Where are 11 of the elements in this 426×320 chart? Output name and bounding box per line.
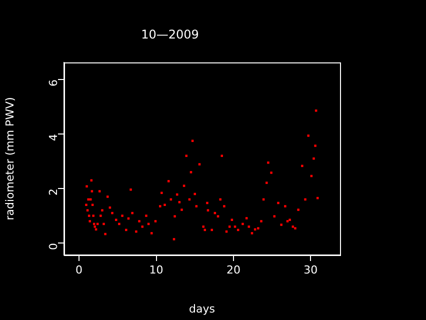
y-tick-label: 4 xyxy=(46,134,60,142)
x-tick-label: 10 xyxy=(149,263,164,276)
x-tick-label: 0 xyxy=(76,263,83,276)
y-tick-label: 0 xyxy=(46,243,60,250)
y-tick-label: 6 xyxy=(46,80,60,87)
y-axis-title: radiometer (mm PWV) xyxy=(3,97,16,220)
x-axis-title: days xyxy=(189,302,216,316)
x-tick-label: 30 xyxy=(304,263,318,276)
x-tick-label: 20 xyxy=(226,263,240,276)
chart-title: 10—2009 xyxy=(141,27,199,42)
y-tick-label: 2 xyxy=(46,188,60,196)
